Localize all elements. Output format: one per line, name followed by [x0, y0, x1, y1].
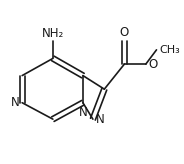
- Text: N: N: [96, 113, 105, 126]
- Text: O: O: [120, 26, 129, 39]
- Text: N: N: [79, 106, 87, 119]
- Text: N: N: [10, 96, 19, 109]
- Text: O: O: [149, 58, 158, 71]
- Text: NH₂: NH₂: [42, 27, 64, 40]
- Text: CH₃: CH₃: [159, 45, 180, 55]
